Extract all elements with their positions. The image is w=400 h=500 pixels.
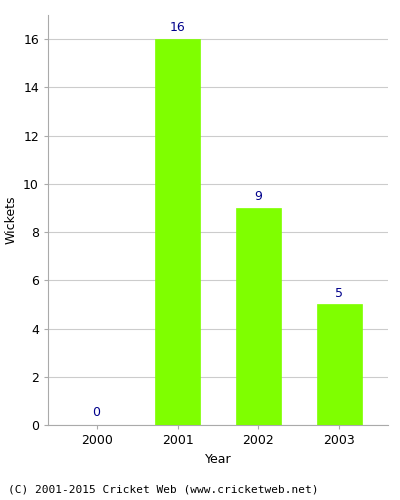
Bar	[236, 208, 281, 425]
Text: 9: 9	[254, 190, 262, 203]
X-axis label: Year: Year	[205, 452, 231, 466]
Text: 0: 0	[92, 406, 100, 419]
Text: 16: 16	[170, 22, 185, 35]
Y-axis label: Wickets: Wickets	[4, 196, 18, 244]
Text: 5: 5	[336, 286, 344, 300]
Text: (C) 2001-2015 Cricket Web (www.cricketweb.net): (C) 2001-2015 Cricket Web (www.cricketwe…	[8, 485, 318, 495]
Bar	[155, 39, 200, 425]
Bar	[317, 304, 362, 425]
